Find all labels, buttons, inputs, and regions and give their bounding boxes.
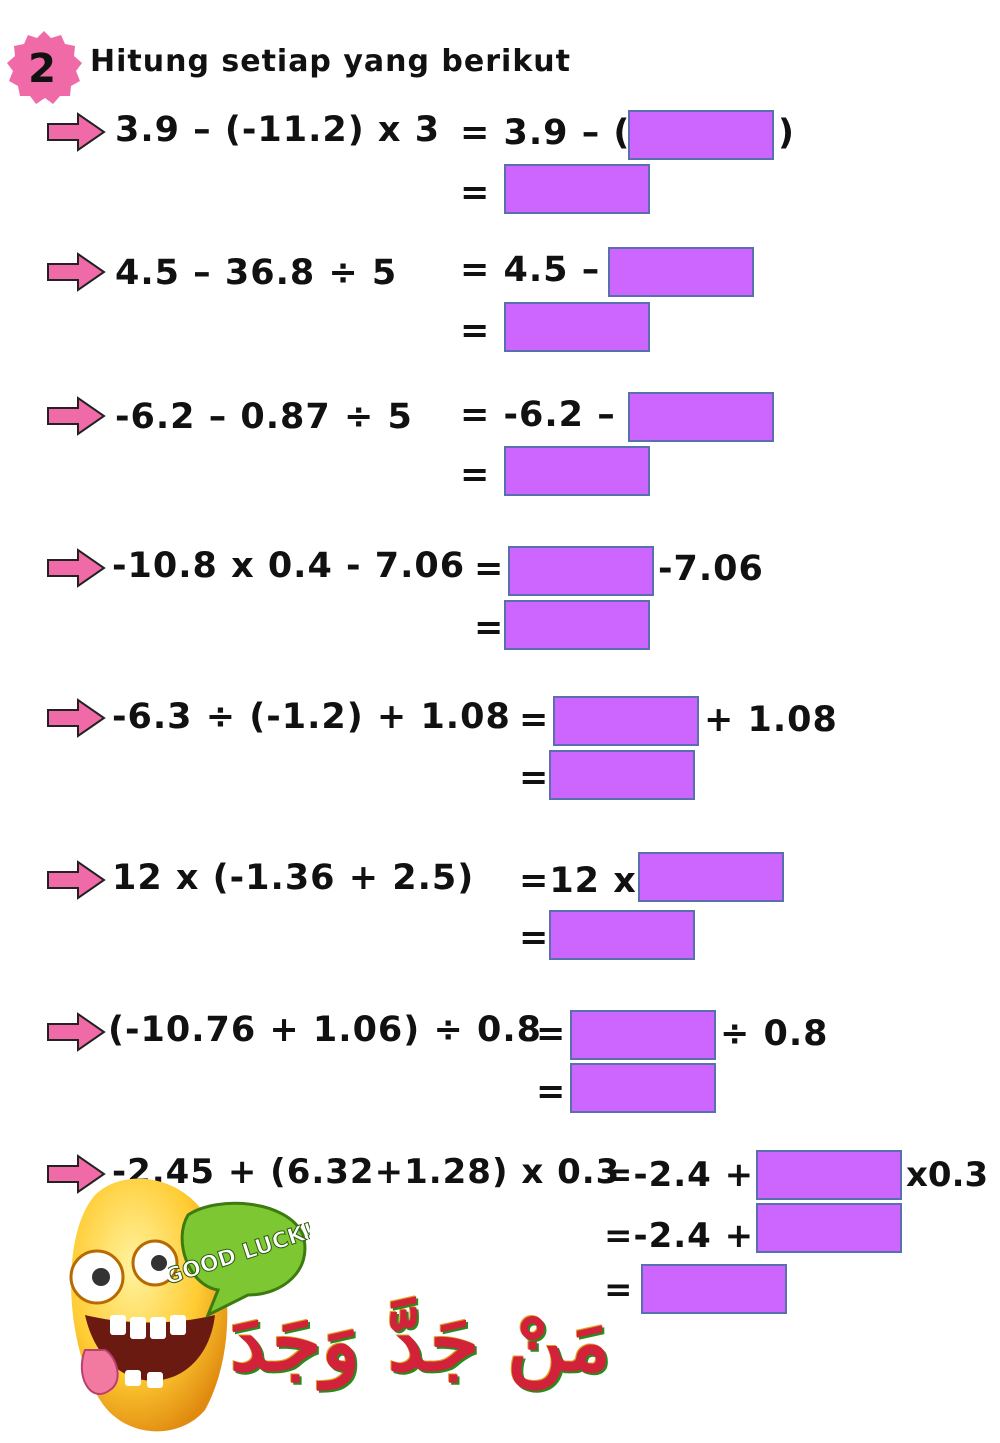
answer-box-5a[interactable] (553, 696, 699, 746)
step-3b-label: = (460, 455, 491, 495)
answer-box-4a[interactable] (508, 546, 654, 596)
answer-box-6a[interactable] (638, 852, 784, 902)
arrow-icon (47, 1013, 105, 1051)
step-8b-label: =-2.4 + (604, 1216, 755, 1256)
answer-box-8c[interactable] (641, 1264, 787, 1314)
question-number-badge: 2 (7, 31, 82, 104)
problem-8: -2.45 + (6.32+1.28) x 0.3 (112, 1152, 621, 1192)
step-6b-label: = (519, 918, 550, 958)
answer-box-1b[interactable] (504, 164, 650, 214)
step-6a-label: =12 x (519, 861, 637, 901)
step-8c-label: = (604, 1270, 634, 1310)
problem-7: (-10.76 + 1.06) ÷ 0.8 (108, 1010, 542, 1050)
step-2a-label: = 4.5 – (460, 250, 601, 290)
problem-5: -6.3 ÷ (-1.2) + 1.08 (112, 697, 511, 737)
answer-box-3a[interactable] (628, 392, 774, 442)
problem-1: 3.9 – (-11.2) x 3 (115, 110, 441, 150)
step-4a-suffix: -7.06 (658, 549, 764, 589)
problem-6: 12 x (-1.36 + 2.5) (112, 858, 475, 898)
step-1b-label: = (460, 173, 491, 213)
problem-4: -10.8 x 0.4 - 7.06 (112, 546, 466, 586)
answer-box-8a[interactable] (756, 1150, 902, 1200)
answer-box-3b[interactable] (504, 446, 650, 496)
step-7a-suffix: ÷ 0.8 (720, 1014, 829, 1054)
step-7b-label: = (536, 1072, 567, 1112)
arrow-icon (47, 861, 105, 899)
answer-box-7b[interactable] (570, 1063, 716, 1113)
mascot-character-icon (69, 1178, 228, 1432)
answer-box-1a[interactable] (628, 110, 774, 160)
instruction-heading: Hitung setiap yang berikut (90, 44, 571, 79)
step-1a-suffix: ) (778, 113, 795, 153)
step-4b-label: = (474, 608, 505, 648)
answer-box-7a[interactable] (570, 1010, 716, 1060)
step-5a-suffix: + 1.08 (704, 700, 838, 740)
step-5a-label: = (519, 700, 550, 740)
problem-2: 4.5 – 36.8 ÷ 5 (115, 253, 398, 293)
badge-number: 2 (28, 46, 56, 92)
problem-3: -6.2 – 0.87 ÷ 5 (115, 397, 413, 437)
step-4a-label: = (474, 549, 505, 589)
arrow-icon (47, 113, 105, 151)
answer-box-4b[interactable] (504, 600, 650, 650)
step-8a-label: =-2.4 + (604, 1155, 755, 1195)
good-luck-bubble: GOOD LUCK! (168, 1201, 310, 1319)
arabic-motto: مَنْ جَدَّ وَجَدَ (230, 1295, 611, 1389)
step-3a-label: = -6.2 – (460, 395, 616, 435)
arrow-icon (47, 397, 105, 435)
answer-box-2b[interactable] (504, 302, 650, 352)
step-7a-label: = (536, 1014, 567, 1054)
answer-box-8b[interactable] (756, 1203, 902, 1253)
arrow-icon (47, 549, 105, 587)
step-5b-label: = (519, 758, 550, 798)
step-2b-label: = (460, 311, 491, 351)
arrow-icon (47, 699, 105, 737)
step-8a-suffix: x0.3 (906, 1155, 989, 1195)
answer-box-5b[interactable] (549, 750, 695, 800)
answer-box-6b[interactable] (549, 910, 695, 960)
step-1a-label: = 3.9 – ( (460, 113, 631, 153)
arrow-icon (47, 253, 105, 291)
answer-box-2a[interactable] (608, 247, 754, 297)
